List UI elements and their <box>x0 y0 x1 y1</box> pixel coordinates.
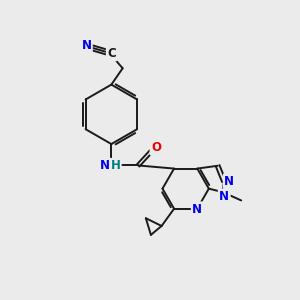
Text: N: N <box>192 203 202 216</box>
Text: H: H <box>111 159 121 172</box>
Text: N: N <box>219 190 229 203</box>
Text: O: O <box>151 141 161 154</box>
Text: N: N <box>224 175 234 188</box>
Text: N: N <box>81 40 92 52</box>
Text: C: C <box>107 47 116 60</box>
Text: N: N <box>100 159 110 172</box>
